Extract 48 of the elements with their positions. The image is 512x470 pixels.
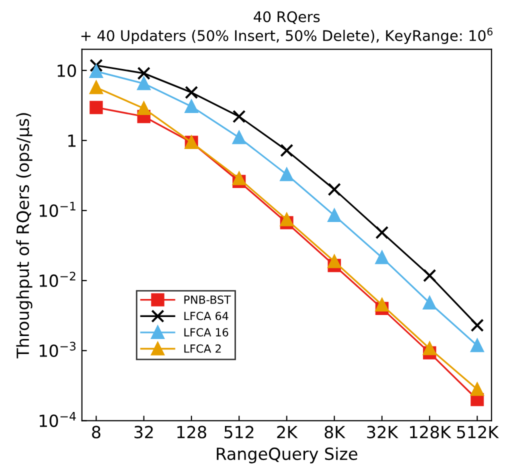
x-tick-label: 128 — [177, 426, 206, 438]
legend-label: LFCA 16 — [184, 328, 228, 336]
x-tick-label: 8K — [324, 426, 346, 438]
x-tick-label: 8 — [92, 426, 100, 438]
point — [280, 213, 294, 226]
point — [90, 100, 103, 114]
point — [137, 102, 150, 116]
point — [137, 66, 150, 80]
point — [90, 80, 103, 94]
point — [232, 110, 246, 124]
point — [470, 382, 484, 396]
y-tick-label: 1 — [68, 134, 76, 147]
point — [90, 64, 103, 78]
y-tick-label: 10$^{−4}$ — [40, 412, 76, 428]
y-tick-label: 10$^{−3}$ — [40, 342, 76, 358]
x-tick-label: 128K — [410, 426, 452, 438]
point — [328, 182, 341, 196]
point — [137, 76, 150, 90]
point — [184, 100, 198, 114]
y-axis-title: Throughput of RQers (ops/μs) — [16, 113, 32, 358]
legend-label: LFCA 64 — [184, 312, 228, 320]
point — [375, 298, 389, 312]
point — [375, 250, 389, 264]
x-tick-label: 512 — [224, 426, 254, 438]
legend-label: LFCA 2 — [184, 344, 221, 353]
point — [232, 130, 246, 144]
point — [328, 208, 341, 222]
point — [232, 172, 246, 186]
point — [184, 86, 198, 100]
y-tick-label: 10$^{−2}$ — [40, 272, 76, 288]
legend-label: PNB-BST — [184, 295, 231, 304]
point — [328, 254, 341, 268]
x-tick-label: 32 — [134, 426, 153, 438]
x-tick-label: 32K — [367, 426, 398, 438]
point — [280, 168, 294, 182]
point — [280, 144, 294, 158]
y-tick-label: 10 — [58, 64, 76, 78]
point — [423, 342, 436, 356]
point — [423, 296, 436, 310]
x-tick-label: 2K — [277, 426, 298, 438]
point — [375, 226, 389, 240]
x-tick-label: 512K — [457, 426, 499, 438]
point — [470, 318, 484, 332]
x-axis-title: RangeQuery Size — [216, 447, 358, 464]
point — [423, 268, 436, 282]
chart-title: 40 RQers + 40 Updaters (50% Insert, 50% Delete), KeyRange: 10$^{6}$ — [81, 11, 493, 44]
point — [470, 338, 484, 352]
y-tick-label: 10$^{−1}$ — [40, 202, 76, 217]
